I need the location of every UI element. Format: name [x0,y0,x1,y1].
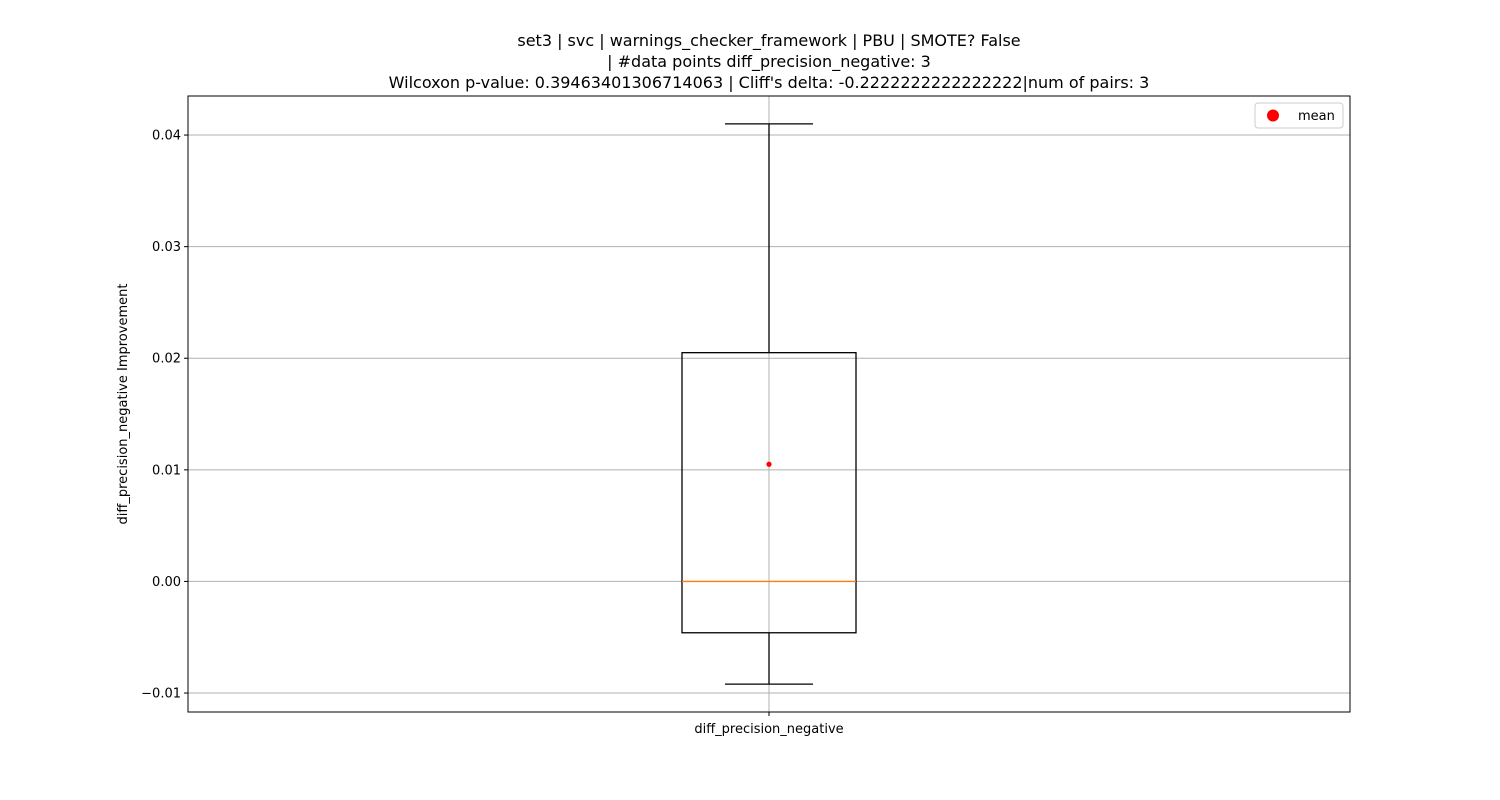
y-tick-label: −0.01 [141,687,181,702]
box-diff_precision_negative [681,123,857,685]
box-layer [681,123,857,685]
y-tick-label: 0.03 [152,240,181,255]
legend-mean-marker [1267,109,1279,122]
x-axis: diff_precision_negative [694,712,844,737]
y-axis-label: diff_precision_negative Improvement [116,284,131,525]
legend-mean-label: mean [1298,109,1335,124]
y-tick-label: 0.04 [152,129,181,144]
legend-frame [1254,102,1344,129]
chart-title-line-1: set3 | svc | warnings_checker_framework … [517,31,1020,51]
chart-title-line-3: Wilcoxon p-value: 0.39463401306714063 | … [389,73,1150,92]
y-tick-label: 0.00 [152,575,181,590]
x-tick-label: diff_precision_negative [694,722,843,737]
legend: mean [1254,102,1344,129]
y-axis: −0.01 0.00 0.01 0.02 0.03 0.04 [141,129,188,702]
mean-marker [766,461,772,467]
y-tick-label: 0.01 [152,463,181,478]
y-tick-label: 0.02 [152,352,181,367]
chart-title-line-2: | #data points diff_precision_negative: … [607,52,931,72]
iqr-box [681,352,857,634]
